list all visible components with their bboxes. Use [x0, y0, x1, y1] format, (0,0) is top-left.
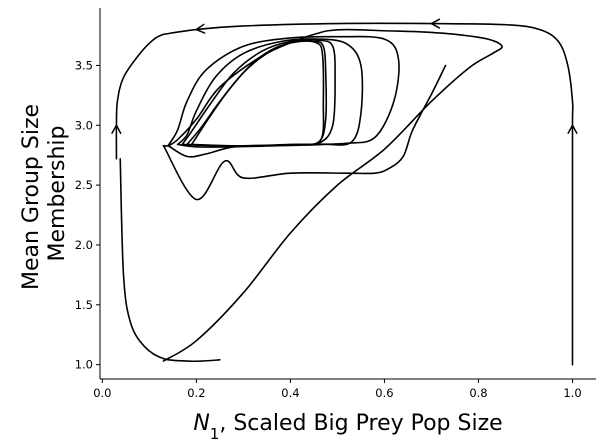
- y-axis-label: Mean Group Size Membership: [19, 97, 70, 290]
- trajectory-9: [190, 40, 325, 147]
- x-tick-label: 0.6: [375, 386, 393, 400]
- y-tick-label: 3.0: [75, 118, 93, 132]
- x-tick-label: 0.2: [187, 386, 205, 400]
- trajectory-10: [162, 22, 574, 366]
- y-tick-label: 1.0: [75, 358, 93, 372]
- x-axis-label: N1, Scaled Big Prey Pop Size: [193, 411, 502, 443]
- direction-arrows: [111, 18, 578, 134]
- trajectory-lines: [115, 22, 574, 366]
- trajectory-3: [162, 28, 503, 362]
- direction-arrow: [430, 18, 441, 29]
- trajectory-2: [119, 157, 221, 363]
- y-axis-label-line-1: Mean Group Size: [19, 104, 44, 290]
- direction-arrow: [111, 124, 122, 134]
- y-tick-label: 2.5: [75, 178, 93, 192]
- trajectory-1: [115, 33, 165, 160]
- x-axis-ticks: 0.0 0.2 0.4 0.6 0.8 1.0: [93, 379, 582, 400]
- direction-arrow: [195, 23, 206, 34]
- x-tick-label: 1.0: [563, 386, 581, 400]
- x-axis-label-text: , Scaled Big Prey Pop Size: [219, 411, 502, 436]
- x-axis-label-subscript: 1: [210, 425, 220, 443]
- y-axis-label-line-2: Membership: [45, 126, 70, 262]
- trajectory-8: [186, 40, 328, 147]
- trajectory-4: [162, 64, 447, 201]
- y-tick-label: 2.0: [75, 238, 93, 252]
- y-tick-label: 1.5: [75, 298, 93, 312]
- y-axis-ticks: 1.0 1.5 2.0 2.5 3.0 3.5: [75, 58, 100, 372]
- x-tick-label: 0.0: [93, 386, 111, 400]
- y-tick-label: 3.5: [75, 58, 93, 72]
- x-tick-label: 0.4: [281, 386, 299, 400]
- direction-arrow: [567, 124, 578, 134]
- axes-spines: [99, 8, 596, 380]
- x-tick-label: 0.8: [469, 386, 487, 400]
- x-axis-label-symbol: N: [193, 411, 209, 436]
